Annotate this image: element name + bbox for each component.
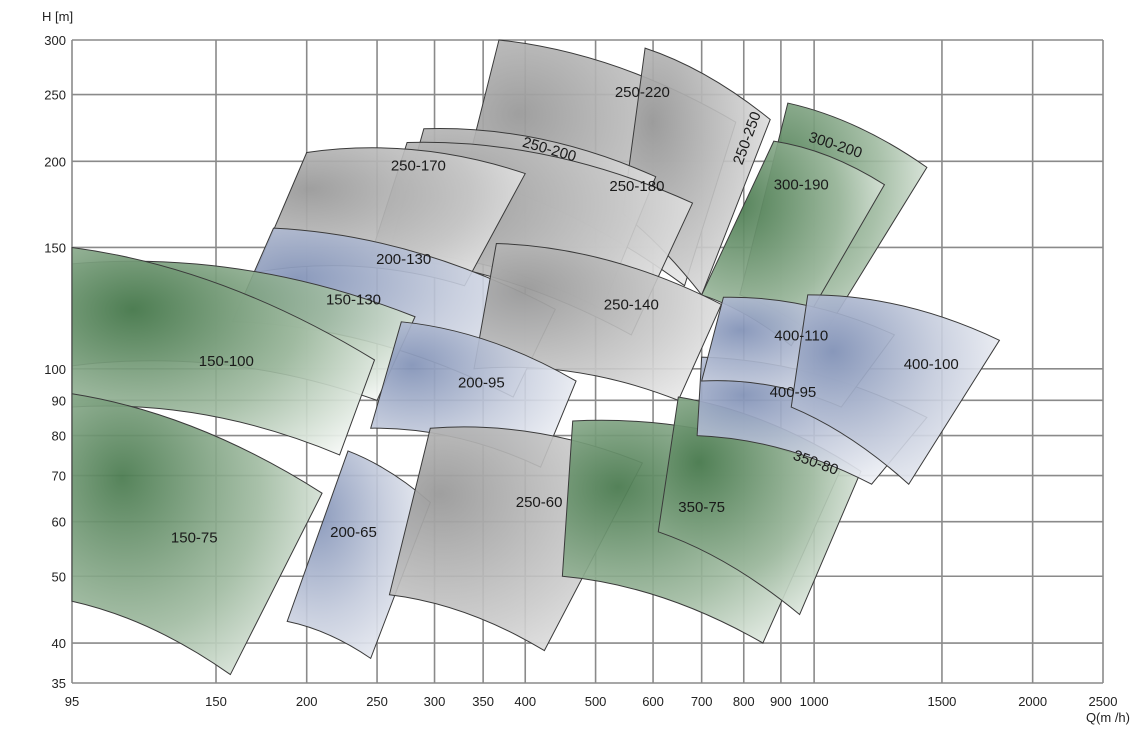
- region-400-100: [790, 294, 1001, 485]
- region-label: 150-100: [199, 353, 254, 370]
- x-tick-label: 350: [472, 694, 494, 709]
- x-tick-label: 500: [585, 694, 607, 709]
- x-axis-title: Q(m /h): [1086, 710, 1130, 725]
- region-label: 250-170: [391, 157, 446, 174]
- region-200-65: [286, 450, 431, 660]
- x-tick-label: 95: [65, 694, 79, 709]
- region-label: 200-95: [458, 374, 505, 391]
- y-tick-label: 90: [52, 393, 66, 408]
- region-150-75: [71, 393, 323, 676]
- y-tick-label: 300: [44, 33, 66, 48]
- x-tick-label: 600: [642, 694, 664, 709]
- x-tick-label: 700: [691, 694, 713, 709]
- region-label: 250-220: [615, 84, 670, 101]
- region-label: 300-190: [774, 177, 829, 194]
- region-150-100: [71, 246, 376, 456]
- region-label: 250-60: [516, 494, 563, 511]
- y-axis-title: H [m]: [42, 9, 73, 24]
- pump-regions: [71, 39, 1001, 676]
- y-tick-label: 200: [44, 154, 66, 169]
- region-label: 400-100: [904, 356, 959, 373]
- y-tick-label: 60: [52, 515, 66, 530]
- axis-ticks: 95 150 200 250 300 350 400 500 600 700 800 900 1000 1…: [44, 33, 1117, 709]
- x-tick-label: 900: [770, 694, 792, 709]
- y-tick-label: 100: [44, 362, 66, 377]
- region-label: 400-110: [774, 327, 828, 344]
- region-label: 200-130: [376, 251, 431, 268]
- x-tick-label: 300: [424, 694, 446, 709]
- x-tick-label: 150: [205, 694, 227, 709]
- x-tick-label: 400: [514, 694, 536, 709]
- x-tick-label: 1500: [927, 694, 956, 709]
- region-label: 200-65: [330, 524, 377, 541]
- region-label: 400-95: [770, 384, 817, 401]
- region-label: 150-75: [171, 529, 218, 546]
- y-tick-label: 70: [52, 469, 66, 484]
- x-tick-label: 200: [296, 694, 318, 709]
- y-tick-label: 250: [44, 88, 66, 103]
- x-tick-label: 2500: [1089, 694, 1118, 709]
- y-tick-label: 80: [52, 429, 66, 444]
- x-tick-label: 250: [366, 694, 388, 709]
- y-tick-label: 150: [44, 240, 66, 255]
- y-tick-label: 40: [52, 636, 66, 651]
- x-tick-label: 800: [733, 694, 755, 709]
- x-tick-label: 2000: [1018, 694, 1047, 709]
- region-label: 150-130: [326, 291, 381, 308]
- x-tick-label: 1000: [800, 694, 829, 709]
- y-tick-label: 50: [52, 569, 66, 584]
- region-label: 350-75: [678, 499, 725, 516]
- y-tick-label: 35: [52, 676, 66, 691]
- region-label: 250-140: [604, 296, 659, 313]
- region-label: 250-180: [609, 178, 664, 195]
